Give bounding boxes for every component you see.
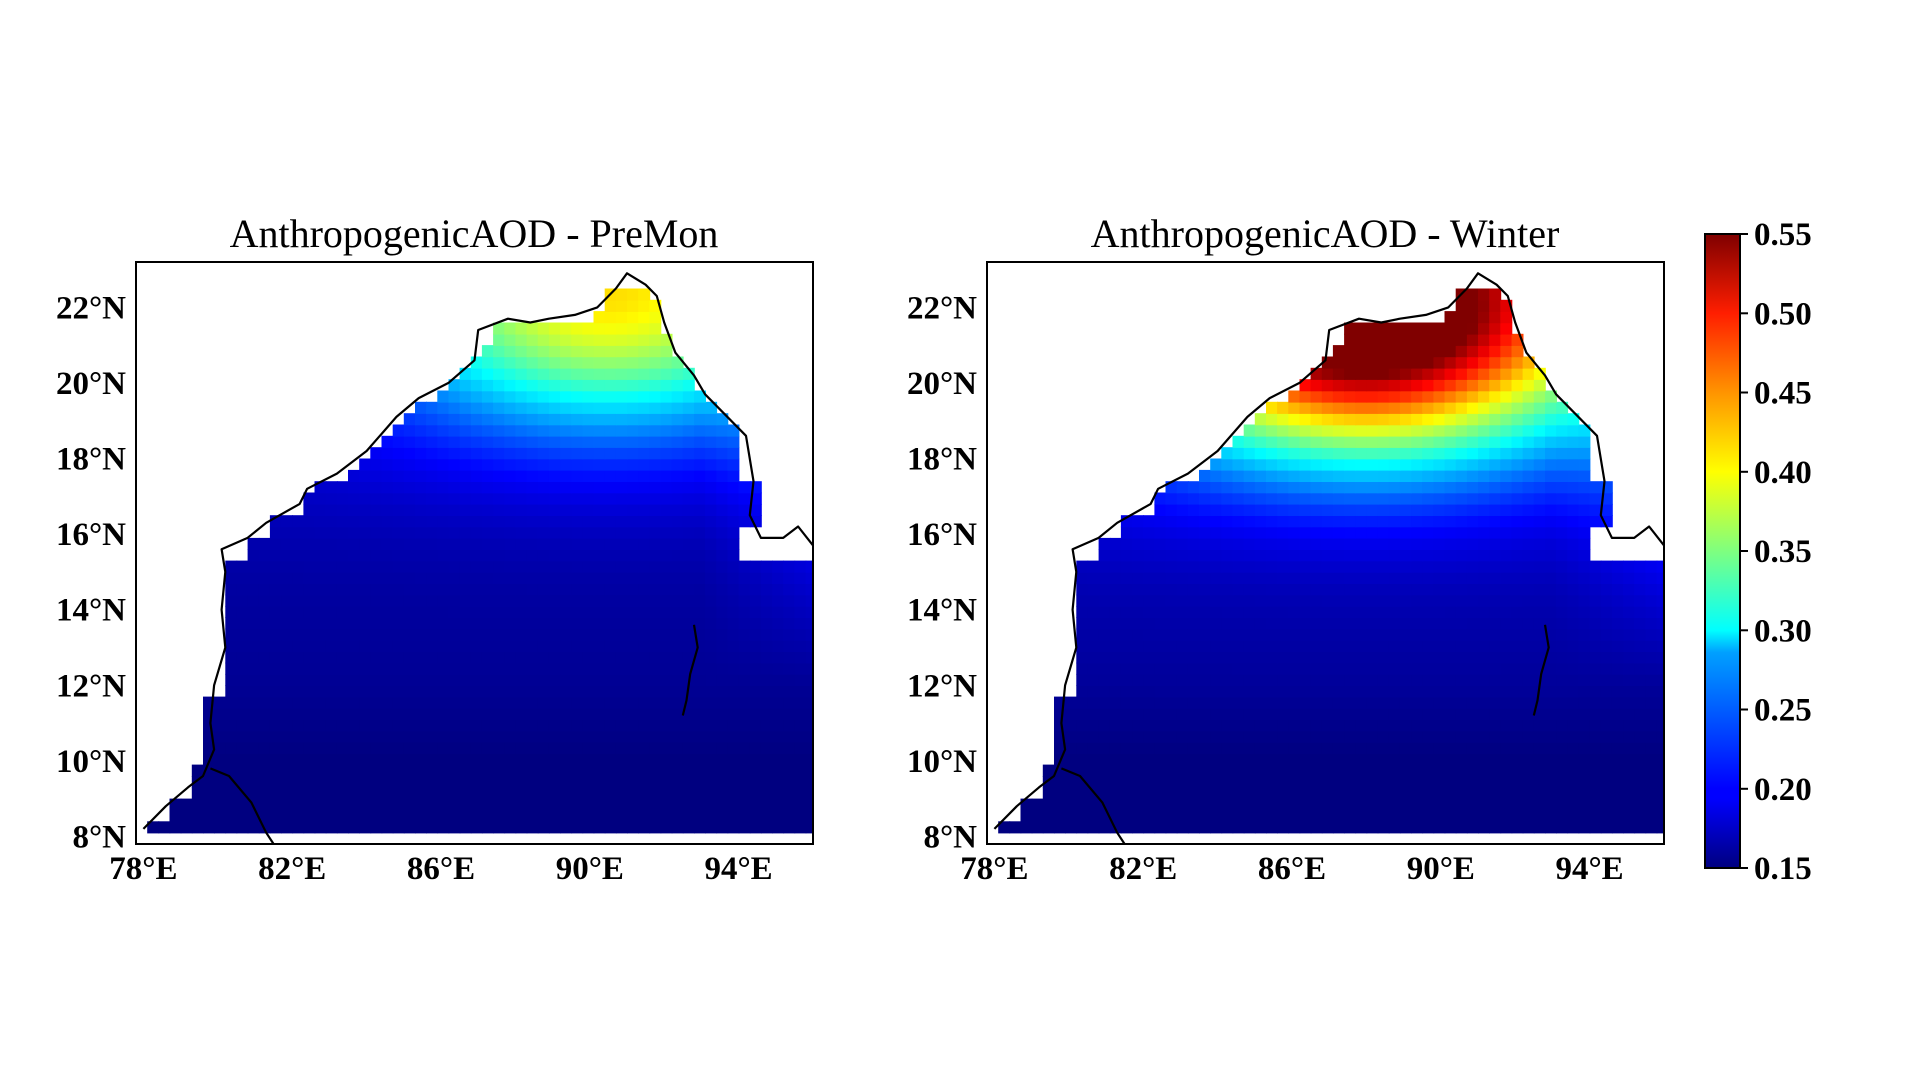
lat-tick-label: 16°N: [907, 517, 977, 553]
colorbar-tick-label: 0.25: [1754, 693, 1812, 729]
lat-tick-label: 8°N: [72, 819, 126, 855]
colorbar-tick-label: 0.50: [1754, 296, 1812, 332]
lon-tick-label: 78°E: [960, 851, 1028, 887]
colorbar-tick-label: 0.45: [1754, 376, 1812, 412]
lat-tick-label: 18°N: [907, 442, 977, 478]
lat-tick-label: 22°N: [56, 290, 126, 326]
lat-tick-label: 14°N: [907, 593, 977, 629]
lat-tick-label: 20°N: [56, 366, 126, 402]
lat-tick-label: 10°N: [56, 744, 126, 780]
lon-tick-label: 86°E: [1258, 851, 1326, 887]
lon-tick-label: 82°E: [1109, 851, 1177, 887]
lon-tick-label: 82°E: [258, 851, 326, 887]
colorbar-tick-label: 0.20: [1754, 772, 1812, 808]
map-frame-winter: [986, 261, 1665, 845]
colorbar-tick-label: 0.15: [1754, 851, 1812, 887]
coastline-winter: [993, 272, 1665, 845]
panel-winter: AnthropogenicAOD - Winter 8°N 10°N 12°N 14°…: [907, 211, 1665, 887]
lat-tick-label: 22°N: [907, 290, 977, 326]
colorbar: 0.55 0.50 0.45 0.40 0.35 0.30 0.25 0.20 0.15: [1704, 217, 1812, 887]
lat-tick-label: 16°N: [56, 517, 126, 553]
colorbar-tick-label: 0.35: [1754, 534, 1812, 570]
lat-tick-label: 20°N: [907, 366, 977, 402]
colorbar-gradient: [1704, 233, 1741, 869]
lon-tick-label: 90°E: [1407, 851, 1475, 887]
lat-ticks-premon: 8°N 10°N 12°N 14°N 16°N 18°N 20°N 22°N: [56, 290, 126, 855]
lat-tick-label: 8°N: [923, 819, 977, 855]
aod-field-premon: [147, 288, 813, 834]
lon-tick-label: 94°E: [704, 851, 772, 887]
coastline-premon: [142, 272, 814, 845]
lon-tick-label: 86°E: [407, 851, 475, 887]
lat-tick-label: 12°N: [907, 668, 977, 704]
aod-field-winter: [998, 288, 1664, 834]
panel-premon: AnthropogenicAOD - PreMon 8°N 10°N 12°N 14°…: [56, 211, 814, 887]
lat-tick-label: 14°N: [56, 593, 126, 629]
lon-ticks-premon: 78°E 82°E 86°E 90°E 94°E: [109, 851, 772, 887]
lat-tick-label: 18°N: [56, 442, 126, 478]
lat-ticks-winter: 8°N 10°N 12°N 14°N 16°N 18°N 20°N 22°N: [907, 290, 977, 855]
lat-tick-label: 12°N: [56, 668, 126, 704]
lon-tick-label: 90°E: [556, 851, 624, 887]
lat-tick-label: 10°N: [907, 744, 977, 780]
colorbar-ticks: 0.55 0.50 0.45 0.40 0.35 0.30 0.25 0.20 0.15: [1740, 217, 1812, 887]
lon-ticks-winter: 78°E 82°E 86°E 90°E 94°E: [960, 851, 1623, 887]
colorbar-tick-label: 0.40: [1754, 455, 1812, 491]
lon-tick-label: 78°E: [109, 851, 177, 887]
lon-tick-label: 94°E: [1555, 851, 1623, 887]
colorbar-tick-label: 0.55: [1754, 217, 1812, 253]
panel-title-premon: AnthropogenicAOD - PreMon: [230, 211, 719, 256]
panel-title-winter: AnthropogenicAOD - Winter: [1091, 211, 1560, 256]
map-frame-premon: [135, 261, 814, 845]
colorbar-tick-label: 0.30: [1754, 613, 1812, 649]
